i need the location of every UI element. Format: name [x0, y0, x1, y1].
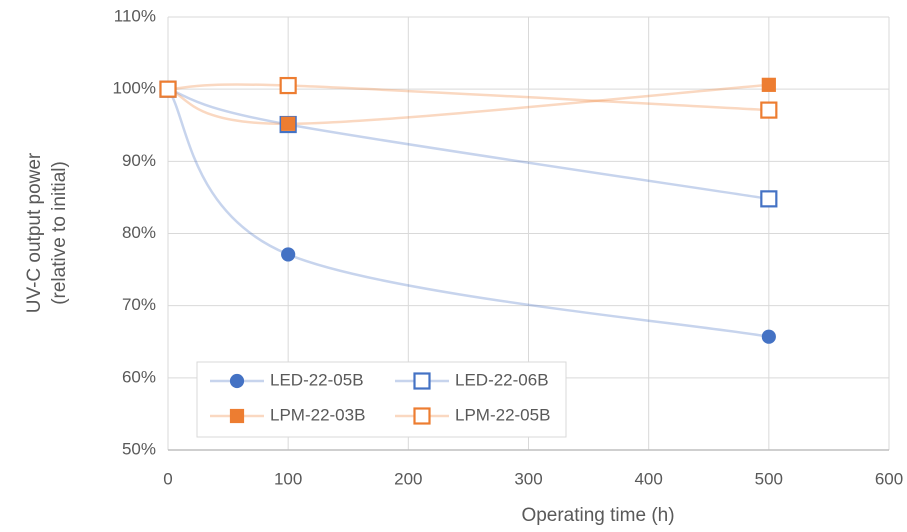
marker	[760, 190, 778, 208]
marker	[281, 247, 296, 262]
x-tick-label: 500	[755, 469, 783, 488]
legend-label: LPM-22-03B	[270, 405, 365, 424]
series-line	[167, 83, 769, 126]
y-tick-label: 110%	[114, 6, 156, 25]
y-tick-label: 90%	[122, 151, 156, 170]
legend-marker	[229, 373, 245, 389]
series-line	[167, 83, 769, 112]
x-tick-label: 300	[514, 469, 542, 488]
series-line	[167, 87, 770, 201]
x-tick-label: 100	[274, 469, 302, 488]
series-line	[166, 88, 770, 338]
legend-marker	[229, 408, 245, 424]
x-tick-label: 400	[634, 469, 662, 488]
y-tick-label: 80%	[122, 223, 156, 242]
marker	[761, 329, 776, 344]
x-tick-label: 0	[163, 469, 172, 488]
y-tick-label: 50%	[122, 439, 156, 458]
y-axis-title: UV-C output power	[24, 152, 45, 313]
legend: LED-22-05B LED-22-06B LPM-22-03B LPM-22-05B	[196, 361, 567, 438]
legend-box	[196, 361, 567, 438]
legend-label: LED-22-06B	[455, 370, 549, 389]
legend-marker	[413, 372, 431, 390]
marker	[281, 116, 296, 131]
marker	[760, 101, 778, 119]
marker	[159, 80, 177, 98]
marker	[279, 76, 297, 95]
y-tick-label: 60%	[122, 367, 156, 386]
y-tick-label: 100%	[113, 79, 156, 98]
legend-label: LPM-22-05B	[455, 405, 550, 424]
legend-label: LED-22-05B	[270, 370, 364, 389]
x-tick-label: 600	[875, 469, 903, 488]
y-axis-title: (relative to initial)	[49, 161, 70, 305]
y-tick-label: 70%	[122, 295, 156, 314]
marker	[761, 77, 776, 92]
legend-marker	[413, 407, 431, 425]
x-axis-title: Operating time (h)	[521, 505, 674, 526]
x-tick-label: 200	[394, 469, 422, 488]
